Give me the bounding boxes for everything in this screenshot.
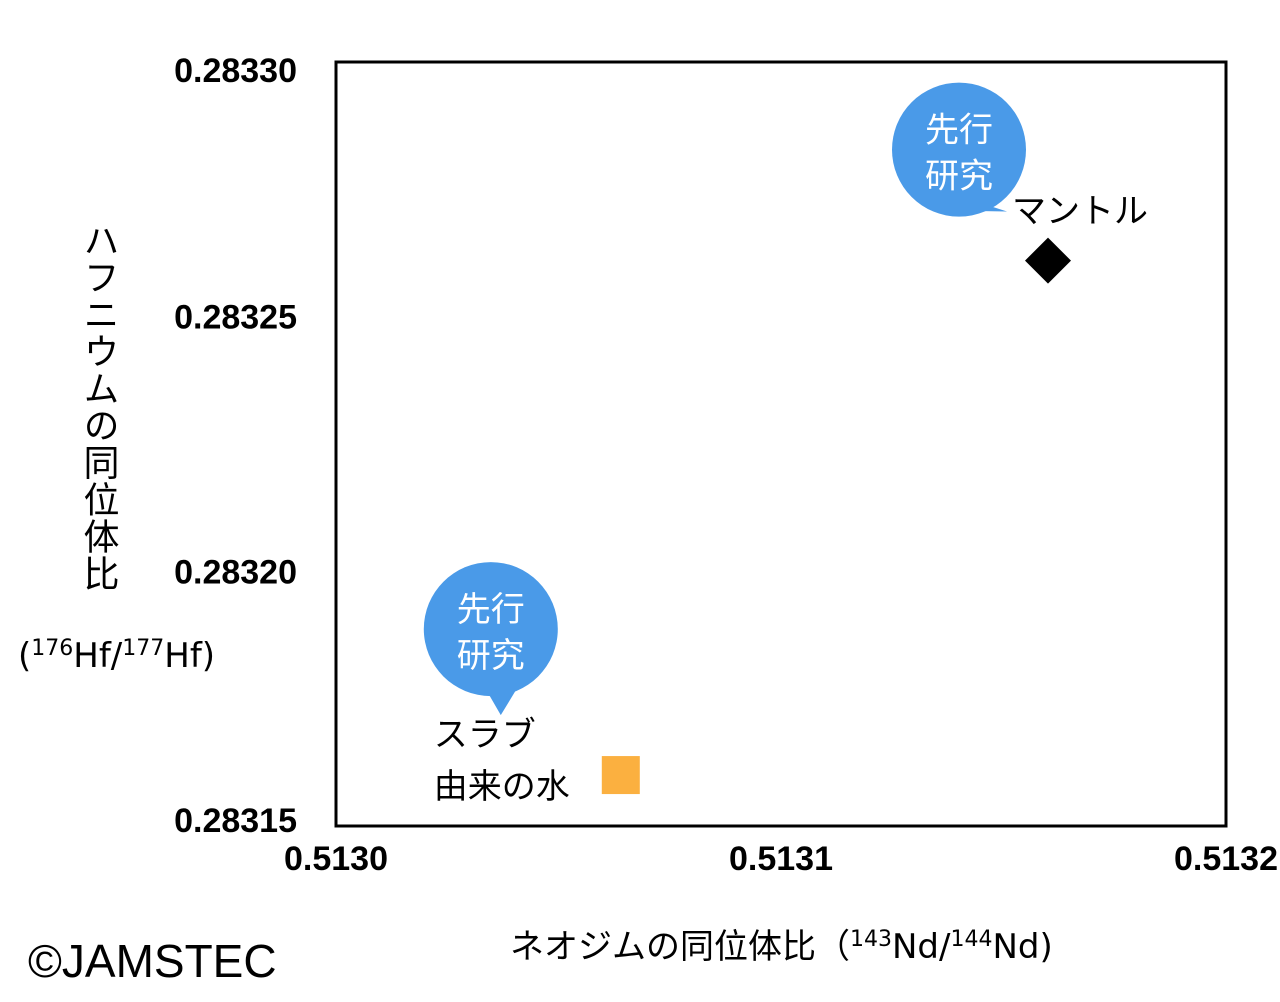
callout-text: 先行	[457, 590, 525, 630]
callout-text: 先行	[925, 111, 993, 151]
y-tick-label: 0.28325	[174, 299, 297, 337]
diamond-marker	[1025, 237, 1071, 284]
y-tick-label: 0.28315	[174, 802, 297, 840]
x-tick-label: 0.5131	[729, 840, 833, 878]
callout-text: 研究	[925, 157, 993, 197]
x-axis-label: ネオジムの同位体比（143Nd/144Nd)	[510, 927, 1053, 967]
x-tick-label: 0.5132	[1174, 840, 1278, 878]
callout-text: 研究	[457, 636, 525, 676]
point-label: スラブ	[434, 715, 536, 755]
y-tick-label: 0.28320	[174, 553, 297, 591]
square-marker	[601, 756, 640, 795]
y-axis-unit: (176Hf/177Hf)	[18, 636, 215, 676]
point-label: 由来の水	[434, 767, 570, 807]
x-tick-label: 0.5130	[284, 840, 388, 878]
credit: ©JAMSTEC	[28, 935, 277, 987]
y-tick-label: 0.28330	[174, 52, 297, 90]
y-axis-label: ハフニウムの同位体比	[78, 222, 119, 592]
point-label: マントル	[1012, 192, 1148, 232]
plot-frame	[334, 60, 1228, 828]
